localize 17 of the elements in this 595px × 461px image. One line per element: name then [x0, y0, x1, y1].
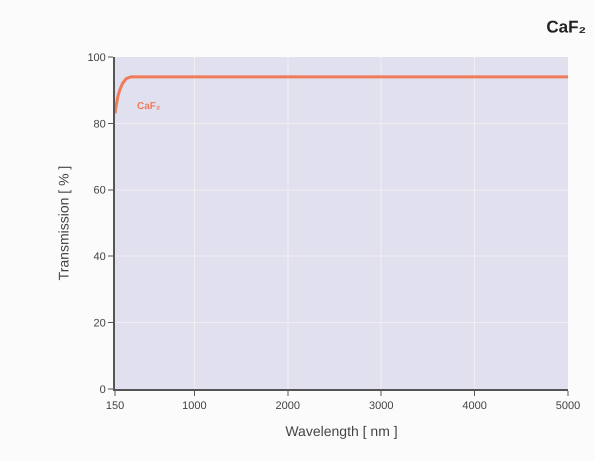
series-label: CaF₂	[137, 101, 160, 112]
y-tick-label: 100	[87, 52, 106, 64]
x-tick-label: 2000	[276, 400, 300, 412]
y-tick-label: 80	[94, 118, 106, 130]
y-tick-label: 20	[94, 317, 106, 330]
x-tick-label: 3000	[368, 400, 394, 412]
line-series	[115, 75, 568, 115]
x-tick-label: 5000	[556, 400, 580, 412]
x-tick-label: 150	[106, 400, 124, 412]
y-tick-label: 0	[100, 384, 106, 396]
y-tick-label: 40	[94, 251, 106, 264]
x-axis-title: Wavelength [ nm ]	[285, 423, 398, 439]
y-tick-label: 60	[94, 184, 106, 197]
y-axis-title: Transmission [ % ]	[56, 166, 72, 280]
chart-title: CaF₂	[546, 18, 586, 37]
x-tick-label: 1000	[182, 400, 207, 412]
x-tick-label: 4000	[462, 400, 487, 412]
